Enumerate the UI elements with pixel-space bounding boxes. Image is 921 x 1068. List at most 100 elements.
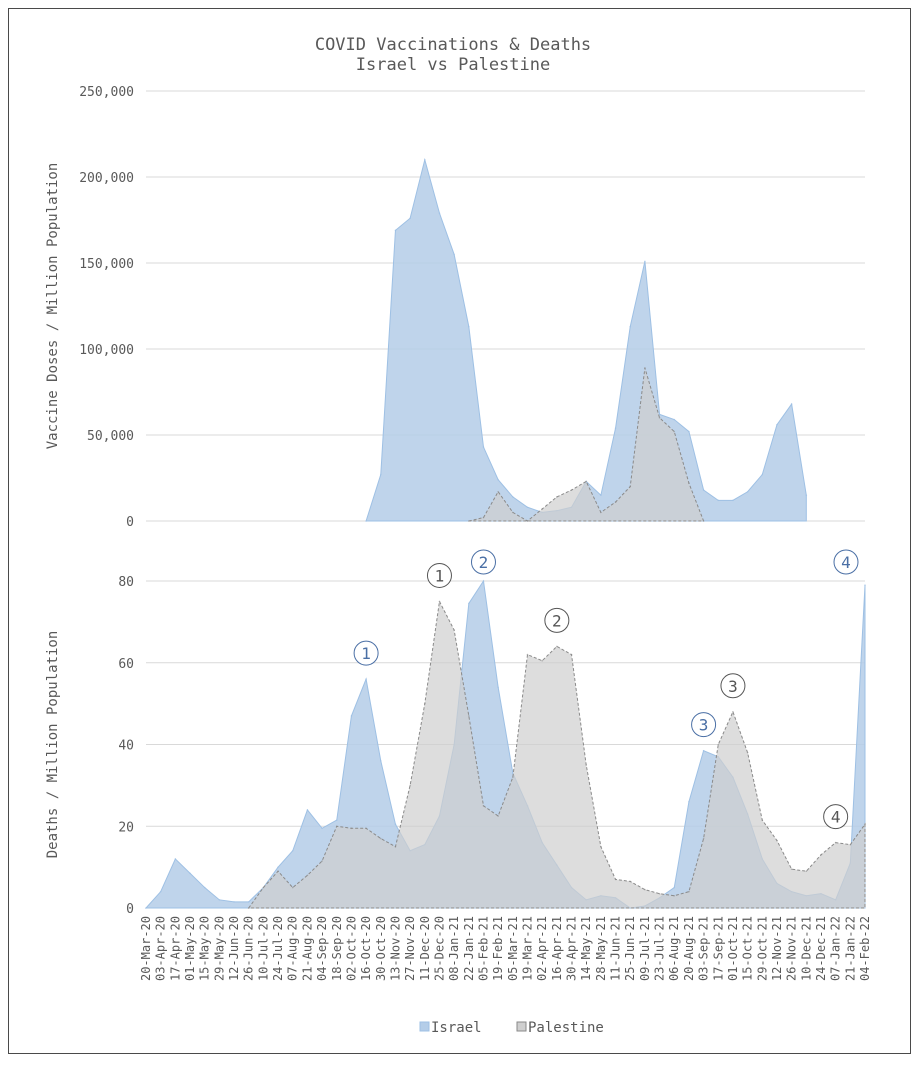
x-tick-label: 06-Aug-21 — [667, 916, 681, 981]
data-point-palestine — [247, 907, 250, 909]
data-point-israel — [482, 580, 485, 582]
data-point-israel — [497, 686, 499, 689]
data-point-palestine — [277, 870, 279, 873]
data-point-palestine — [732, 711, 734, 713]
data-point-palestine — [688, 482, 690, 484]
annotation-israel-4: 4 — [833, 549, 859, 575]
y-tick-label: 20 — [118, 820, 134, 835]
data-point-palestine — [365, 827, 367, 830]
data-point-israel — [512, 772, 514, 774]
area-palestine — [468, 367, 705, 522]
annotation-palestine-1: 1 — [426, 562, 452, 588]
data-point-israel — [321, 827, 323, 830]
data-point-israel — [468, 602, 470, 605]
annotation-label: 2 — [479, 553, 489, 572]
data-point-palestine — [526, 653, 529, 656]
x-tick-label: 07-Aug-20 — [286, 916, 300, 981]
data-point-palestine — [776, 839, 778, 842]
data-point-palestine — [497, 490, 499, 493]
data-point-palestine — [820, 854, 822, 856]
data-point-israel — [688, 800, 690, 803]
data-point-israel — [732, 499, 734, 502]
x-tick-label: 13-Nov-20 — [388, 916, 402, 981]
data-point-israel — [189, 872, 191, 875]
x-tick-label: 17-Apr-20 — [168, 916, 182, 981]
x-tick-label: 11-Jun-21 — [609, 916, 623, 981]
annotation-palestine-3: 3 — [720, 673, 746, 699]
data-point-palestine — [702, 520, 705, 522]
x-axis: 20-Mar-20 03-Apr-20 17-Apr-20 01-May-20 15-M… — [139, 916, 872, 981]
legend-swatch-israel — [419, 1021, 430, 1032]
data-point-palestine — [482, 805, 485, 807]
x-tick-label: 15-Oct-21 — [741, 916, 755, 981]
y-axis-label: Deaths / Million Population — [45, 631, 61, 859]
data-point-israel — [629, 325, 632, 328]
annotation-label: 3 — [728, 677, 738, 696]
chart-title: COVID Vaccinations & Deaths — [315, 35, 591, 55]
data-point-israel — [526, 506, 529, 509]
legend-label-israel: Israel — [431, 1020, 482, 1036]
annotation-label: 3 — [699, 716, 709, 735]
data-point-israel — [702, 749, 705, 752]
y-tick-label: 200,000 — [79, 171, 134, 186]
data-point-palestine — [570, 653, 573, 656]
data-point-palestine — [453, 629, 455, 631]
x-tick-label: 05-Feb-21 — [476, 916, 490, 981]
x-tick-label: 17-Sep-21 — [711, 916, 725, 981]
data-point-palestine — [394, 845, 397, 848]
annotation-label: 1 — [435, 566, 445, 585]
x-tick-label: 29-Oct-21 — [755, 916, 769, 981]
x-tick-label: 30-Oct-20 — [374, 916, 388, 981]
data-point-israel — [688, 430, 690, 433]
x-tick-label: 16-Oct-20 — [359, 916, 373, 981]
area-palestine — [247, 599, 866, 909]
data-point-israel — [277, 866, 279, 868]
x-tick-label: 10-Jul-20 — [256, 916, 270, 981]
data-point-palestine — [834, 841, 837, 844]
x-tick-label: 19-Mar-21 — [521, 916, 535, 981]
data-point-palestine — [746, 751, 749, 754]
x-tick-label: 09-Jul-21 — [638, 916, 652, 981]
data-point-israel — [512, 496, 514, 498]
data-point-palestine — [291, 886, 294, 889]
data-point-israel — [233, 901, 235, 903]
data-point-israel — [673, 886, 676, 889]
x-tick-label: 24-Jul-20 — [271, 916, 285, 981]
annotation-label: 4 — [841, 553, 851, 572]
x-tick-label: 12-Jun-20 — [227, 916, 241, 981]
y-tick-label: 0 — [126, 515, 134, 530]
data-point-israel — [394, 229, 397, 232]
data-point-israel — [482, 446, 485, 448]
x-tick-label: 05-Mar-21 — [506, 916, 520, 981]
data-point-israel — [409, 217, 411, 220]
data-point-israel — [438, 212, 441, 214]
data-point-israel — [159, 890, 162, 893]
data-point-israel — [365, 520, 367, 522]
annotation-circle — [691, 712, 717, 738]
data-point-palestine — [702, 837, 705, 840]
data-point-palestine — [585, 480, 587, 483]
x-tick-label: 03-Apr-20 — [154, 916, 168, 981]
x-tick-label: 04-Feb-22 — [858, 916, 872, 981]
legend: Israel Palestine — [419, 1020, 604, 1036]
x-tick-label: 03-Sep-21 — [697, 916, 711, 981]
data-point-israel — [218, 899, 221, 901]
x-tick-label: 29-May-20 — [212, 916, 226, 981]
x-tick-label: 20-Aug-21 — [682, 916, 696, 981]
data-point-israel — [394, 823, 397, 826]
data-point-israel — [468, 325, 470, 328]
data-point-palestine — [541, 508, 543, 510]
annotation-palestine-2: 2 — [544, 607, 570, 633]
y-tick-label: 100,000 — [79, 343, 134, 358]
data-point-palestine — [614, 878, 617, 881]
data-point-israel — [379, 760, 382, 762]
data-point-israel — [776, 423, 778, 426]
data-point-palestine — [482, 516, 485, 519]
data-point-palestine — [262, 886, 265, 889]
x-tick-label: 25-Dec-20 — [432, 916, 446, 981]
data-point-israel — [365, 678, 367, 680]
x-tick-label: 26-Nov-21 — [785, 916, 799, 981]
data-point-palestine — [629, 485, 632, 488]
annotation-israel-3: 3 — [691, 712, 717, 738]
